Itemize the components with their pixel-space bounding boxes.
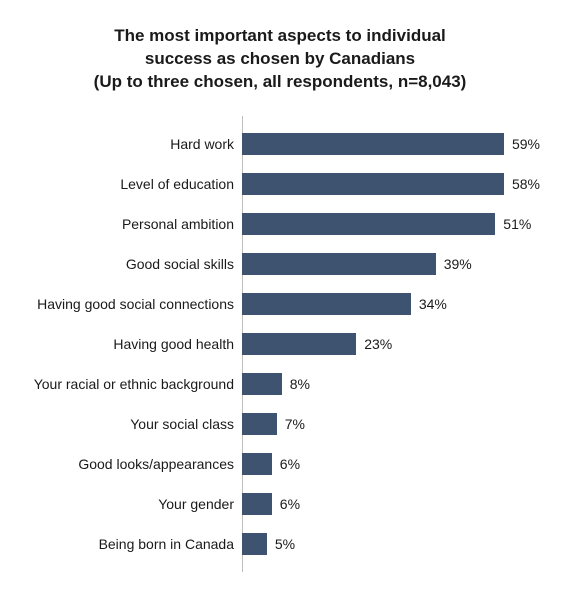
bar-wrap: 34%	[242, 284, 540, 324]
category-label: Your social class	[20, 416, 242, 432]
bar-wrap: 6%	[242, 484, 540, 524]
bar-row: Your gender 6%	[20, 484, 540, 524]
category-label: Having good health	[20, 336, 242, 352]
bar-row: Having good social connections 34%	[20, 284, 540, 324]
chart-title-line: success as chosen by Canadians	[20, 48, 540, 71]
value-label: 23%	[364, 336, 392, 352]
value-label: 7%	[285, 416, 305, 432]
bar	[242, 453, 272, 475]
bar-wrap: 7%	[242, 404, 540, 444]
bar-row: Good social skills 39%	[20, 244, 540, 284]
bar-row: Your racial or ethnic background 8%	[20, 364, 540, 404]
chart-container: The most important aspects to individual…	[0, 0, 570, 584]
value-label: 5%	[275, 536, 295, 552]
category-label: Your gender	[20, 496, 242, 512]
value-label: 59%	[512, 136, 540, 152]
bar	[242, 213, 495, 235]
bar-row: Level of education 58%	[20, 164, 540, 204]
bar-wrap: 59%	[242, 124, 540, 164]
bar-row: Being born in Canada 5%	[20, 524, 540, 564]
bar	[242, 253, 436, 275]
bar-wrap: 58%	[242, 164, 540, 204]
bar	[242, 133, 504, 155]
category-label: Good looks/appearances	[20, 456, 242, 472]
bar	[242, 373, 282, 395]
value-label: 34%	[419, 296, 447, 312]
category-label: Personal ambition	[20, 216, 242, 232]
category-label: Having good social connections	[20, 296, 242, 312]
bar	[242, 293, 411, 315]
category-label: Hard work	[20, 136, 242, 152]
bar-wrap: 8%	[242, 364, 540, 404]
bar	[242, 493, 272, 515]
value-label: 58%	[512, 176, 540, 192]
value-label: 8%	[290, 376, 310, 392]
chart-title: The most important aspects to individual…	[20, 25, 540, 94]
category-label: Being born in Canada	[20, 536, 242, 552]
bar-row: Good looks/appearances 6%	[20, 444, 540, 484]
value-label: 6%	[280, 496, 300, 512]
chart-title-line: The most important aspects to individual	[20, 25, 540, 48]
bar-wrap: 39%	[242, 244, 540, 284]
value-label: 6%	[280, 456, 300, 472]
bar-row: Having good health 23%	[20, 324, 540, 364]
category-label: Good social skills	[20, 256, 242, 272]
bars-area: Hard work 59% Level of education 58% Persona…	[20, 124, 540, 564]
bar-wrap: 23%	[242, 324, 540, 364]
bar-wrap: 5%	[242, 524, 540, 564]
bar-row: Hard work 59%	[20, 124, 540, 164]
bar	[242, 173, 504, 195]
bar-row: Your social class 7%	[20, 404, 540, 444]
category-label: Level of education	[20, 176, 242, 192]
bar	[242, 413, 277, 435]
bar-wrap: 6%	[242, 444, 540, 484]
bar-wrap: 51%	[242, 204, 540, 244]
bar-row: Personal ambition 51%	[20, 204, 540, 244]
category-label: Your racial or ethnic background	[20, 376, 242, 392]
value-label: 39%	[444, 256, 472, 272]
bar	[242, 533, 267, 555]
value-label: 51%	[503, 216, 531, 232]
bar	[242, 333, 356, 355]
chart-title-line: (Up to three chosen, all respondents, n=…	[20, 71, 540, 94]
